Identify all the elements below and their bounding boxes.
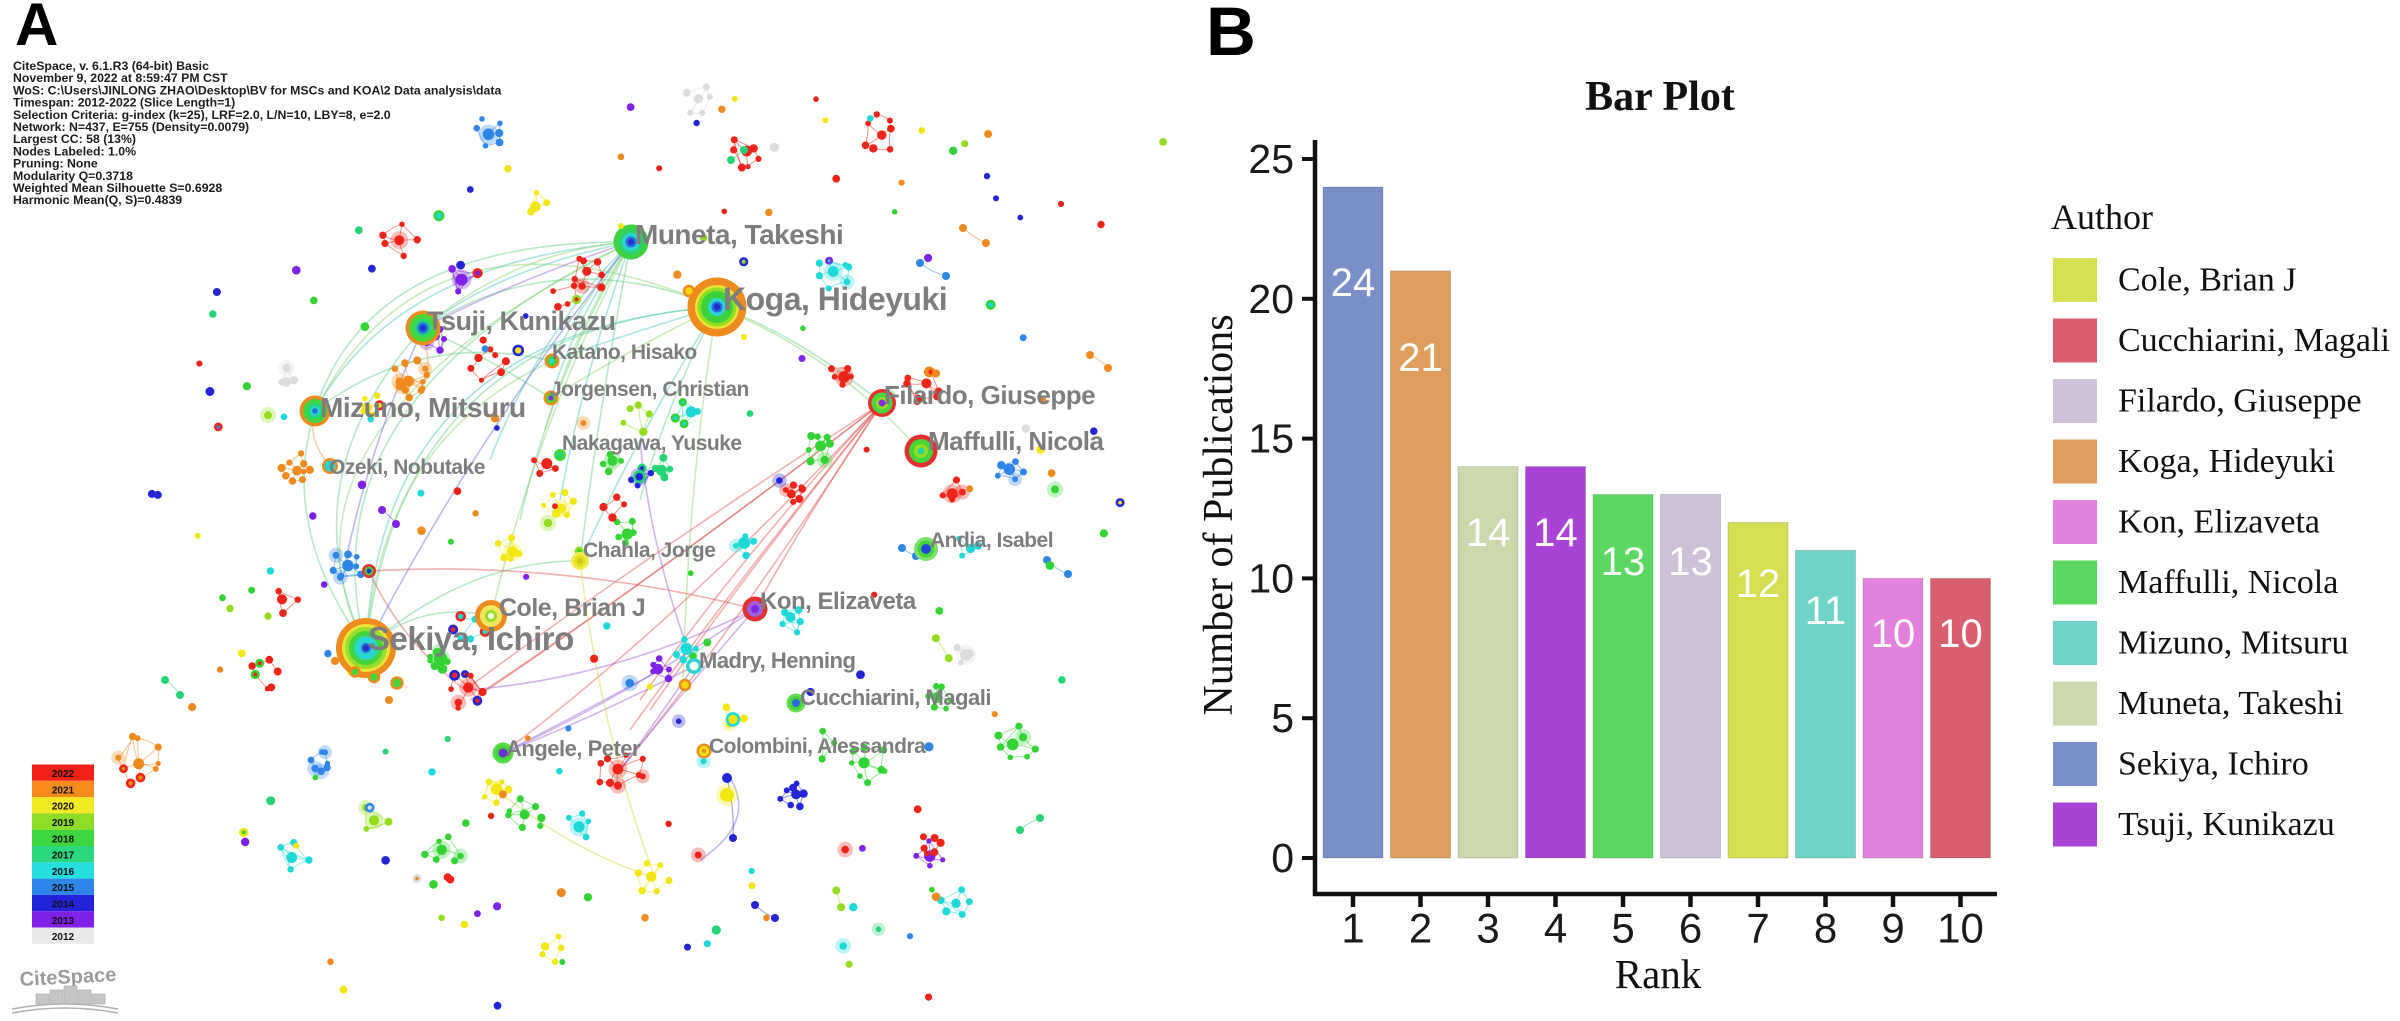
svg-text:Cucchiarini, Magali: Cucchiarini, Magali (800, 685, 991, 710)
svg-text:3: 3 (1476, 905, 1499, 952)
svg-text:Harmonic Mean(Q, S)=0.4839: Harmonic Mean(Q, S)=0.4839 (13, 193, 182, 207)
svg-text:A: A (15, 0, 58, 58)
svg-text:Tsuji, Kunikazu: Tsuji, Kunikazu (427, 306, 616, 336)
svg-text:9: 9 (1881, 905, 1904, 952)
svg-text:Cole, Brian J: Cole, Brian J (2118, 262, 2296, 299)
svg-text:10: 10 (1871, 612, 1916, 656)
svg-text:13: 13 (1668, 540, 1713, 584)
svg-text:10: 10 (1937, 905, 1984, 952)
svg-text:14: 14 (1533, 511, 1578, 555)
svg-text:14: 14 (1466, 511, 1511, 555)
svg-text:Mizuno, Mitsuru: Mizuno, Mitsuru (2118, 625, 2348, 662)
svg-text:Muneta, Takeshi: Muneta, Takeshi (635, 219, 843, 250)
svg-text:2017: 2017 (52, 851, 75, 862)
svg-text:13: 13 (1601, 540, 1646, 584)
svg-text:Rank: Rank (1615, 951, 1702, 997)
svg-text:Kon, Elizaveta: Kon, Elizaveta (760, 588, 917, 615)
svg-text:2016: 2016 (52, 867, 75, 878)
svg-text:Sekiya, Ichiro: Sekiya, Ichiro (2118, 746, 2309, 783)
svg-text:Koga, Hideyuki: Koga, Hideyuki (2118, 443, 2335, 480)
svg-text:1: 1 (1341, 905, 1364, 952)
svg-text:Network: N=437, E=755 (Density: Network: N=437, E=755 (Density=0.0079) (13, 120, 249, 134)
svg-text:0: 0 (1271, 835, 1294, 881)
svg-text:Sekiya, Ichiro: Sekiya, Ichiro (368, 620, 574, 657)
svg-text:Andia, Isabel: Andia, Isabel (930, 529, 1053, 552)
svg-text:5: 5 (1271, 695, 1294, 741)
svg-text:Weighted Mean Silhouette S=0.6: Weighted Mean Silhouette S=0.6928 (13, 181, 222, 195)
svg-text:21: 21 (1398, 336, 1443, 380)
svg-text:Tsuji, Kunikazu: Tsuji, Kunikazu (2118, 806, 2335, 843)
svg-text:Cole, Brian J: Cole, Brian J (499, 594, 645, 622)
svg-text:Bar Plot: Bar Plot (1585, 74, 1735, 120)
svg-text:Number of Publications: Number of Publications (1196, 314, 1242, 715)
svg-text:Author: Author (2051, 197, 2153, 237)
svg-text:2015: 2015 (52, 883, 75, 894)
svg-text:Filardo, Giuseppe: Filardo, Giuseppe (884, 380, 1095, 410)
svg-text:November 9, 2022 at 8:59:47 PM: November 9, 2022 at 8:59:47 PM CST (13, 71, 228, 85)
svg-text:2021: 2021 (52, 785, 75, 796)
svg-text:Muneta, Takeshi: Muneta, Takeshi (2118, 685, 2344, 722)
svg-text:Modularity Q=0.3718: Modularity Q=0.3718 (13, 169, 133, 183)
svg-text:Maffulli, Nicola: Maffulli, Nicola (928, 426, 1105, 456)
svg-text:Ozeki, Nobutake: Ozeki, Nobutake (329, 456, 485, 479)
svg-text:10: 10 (1248, 555, 1294, 601)
svg-text:20: 20 (1248, 276, 1294, 322)
svg-text:25: 25 (1248, 136, 1294, 182)
svg-text:2019: 2019 (52, 818, 75, 829)
svg-text:7: 7 (1746, 905, 1769, 952)
svg-text:8: 8 (1814, 905, 1837, 952)
svg-text:2012: 2012 (52, 932, 75, 943)
svg-text:Colombini, Alessandra: Colombini, Alessandra (709, 735, 926, 758)
svg-text:Madry, Henning: Madry, Henning (699, 648, 855, 673)
svg-text:6: 6 (1679, 905, 1702, 952)
svg-text:WoS: C:\Users\JINLONG ZHAO\Des: WoS: C:\Users\JINLONG ZHAO\Desktop\BV fo… (13, 83, 501, 97)
svg-text:Pruning: None: Pruning: None (13, 157, 98, 171)
svg-text:11: 11 (1805, 589, 1847, 633)
svg-text:Largest CC: 58 (13%): Largest CC: 58 (13%) (13, 132, 136, 146)
svg-text:2020: 2020 (52, 802, 75, 813)
svg-text:Koga, Hideyuki: Koga, Hideyuki (723, 281, 947, 317)
svg-text:Nodes Labeled: 1.0%: Nodes Labeled: 1.0% (13, 144, 136, 158)
svg-text:2022: 2022 (52, 769, 75, 780)
svg-text:10: 10 (1938, 612, 1983, 656)
svg-text:Kon, Elizaveta: Kon, Elizaveta (2118, 504, 2320, 541)
svg-text:Maffulli, Nicola: Maffulli, Nicola (2118, 564, 2338, 601)
svg-text:Filardo, Giuseppe: Filardo, Giuseppe (2118, 383, 2362, 420)
svg-text:Angele, Peter: Angele, Peter (506, 736, 641, 761)
svg-text:B: B (1206, 0, 1256, 70)
svg-text:Katano, Hisako: Katano, Hisako (552, 341, 697, 364)
svg-text:2014: 2014 (52, 900, 75, 911)
svg-text:15: 15 (1248, 416, 1294, 462)
svg-text:4: 4 (1544, 905, 1567, 952)
svg-text:Nakagawa, Yusuke: Nakagawa, Yusuke (562, 432, 742, 455)
svg-text:2: 2 (1409, 905, 1432, 952)
svg-text:Selection Criteria: g-index (k: Selection Criteria: g-index (k=25), LRF=… (13, 108, 391, 122)
svg-text:5: 5 (1611, 905, 1634, 952)
svg-text:Mizuno, Mitsuru: Mizuno, Mitsuru (320, 392, 526, 423)
svg-text:Timespan: 2012-2022 (Slice Len: Timespan: 2012-2022 (Slice Length=1) (13, 96, 235, 110)
svg-text:2013: 2013 (52, 916, 75, 927)
svg-text:Cucchiarini, Magali: Cucchiarini, Magali (2118, 322, 2390, 359)
svg-text:2018: 2018 (52, 834, 75, 845)
svg-text:CiteSpace, v. 6.1.R3 (64-bit): CiteSpace, v. 6.1.R3 (64-bit) Basic (13, 59, 209, 73)
svg-text:Jorgensen, Christian: Jorgensen, Christian (550, 378, 749, 401)
svg-text:24: 24 (1331, 261, 1376, 305)
svg-text:Chahla, Jorge: Chahla, Jorge (583, 539, 715, 562)
svg-text:12: 12 (1736, 562, 1781, 606)
